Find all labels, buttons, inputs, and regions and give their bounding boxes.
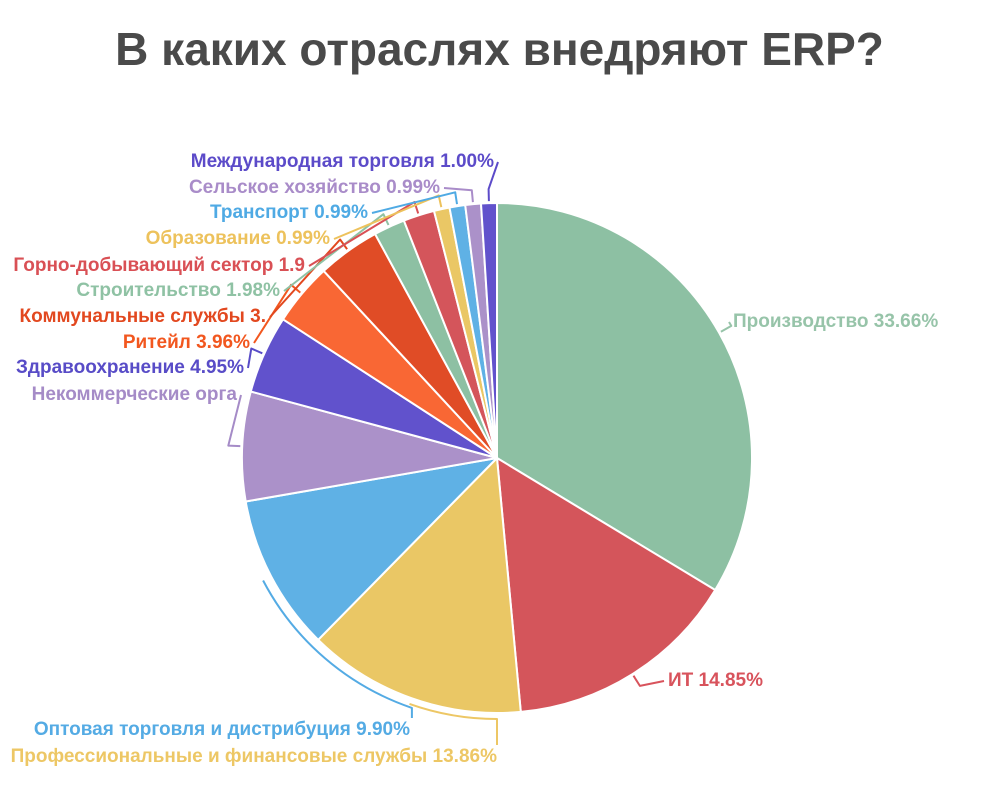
label-leader-line [262, 580, 413, 718]
label-leader-line [487, 161, 499, 202]
label-leader-line [247, 347, 263, 369]
pie-slice [496, 457, 717, 713]
label-leader-line [443, 187, 474, 203]
pie-slice [241, 390, 498, 503]
pie-slice [496, 202, 753, 591]
pie-slice [317, 457, 522, 715]
label-leader-line [720, 321, 733, 333]
pie-slice [244, 457, 498, 641]
label-leader-line [283, 213, 390, 292]
label-leader-line [371, 191, 458, 214]
label-leader-line [269, 238, 348, 318]
label-leader-line [227, 394, 242, 448]
pie-slice [480, 201, 498, 459]
label-leader-line [409, 702, 498, 745]
chart-title: В каких отраслях внедряют ERP? [115, 23, 884, 75]
label-leader-line [632, 675, 665, 687]
